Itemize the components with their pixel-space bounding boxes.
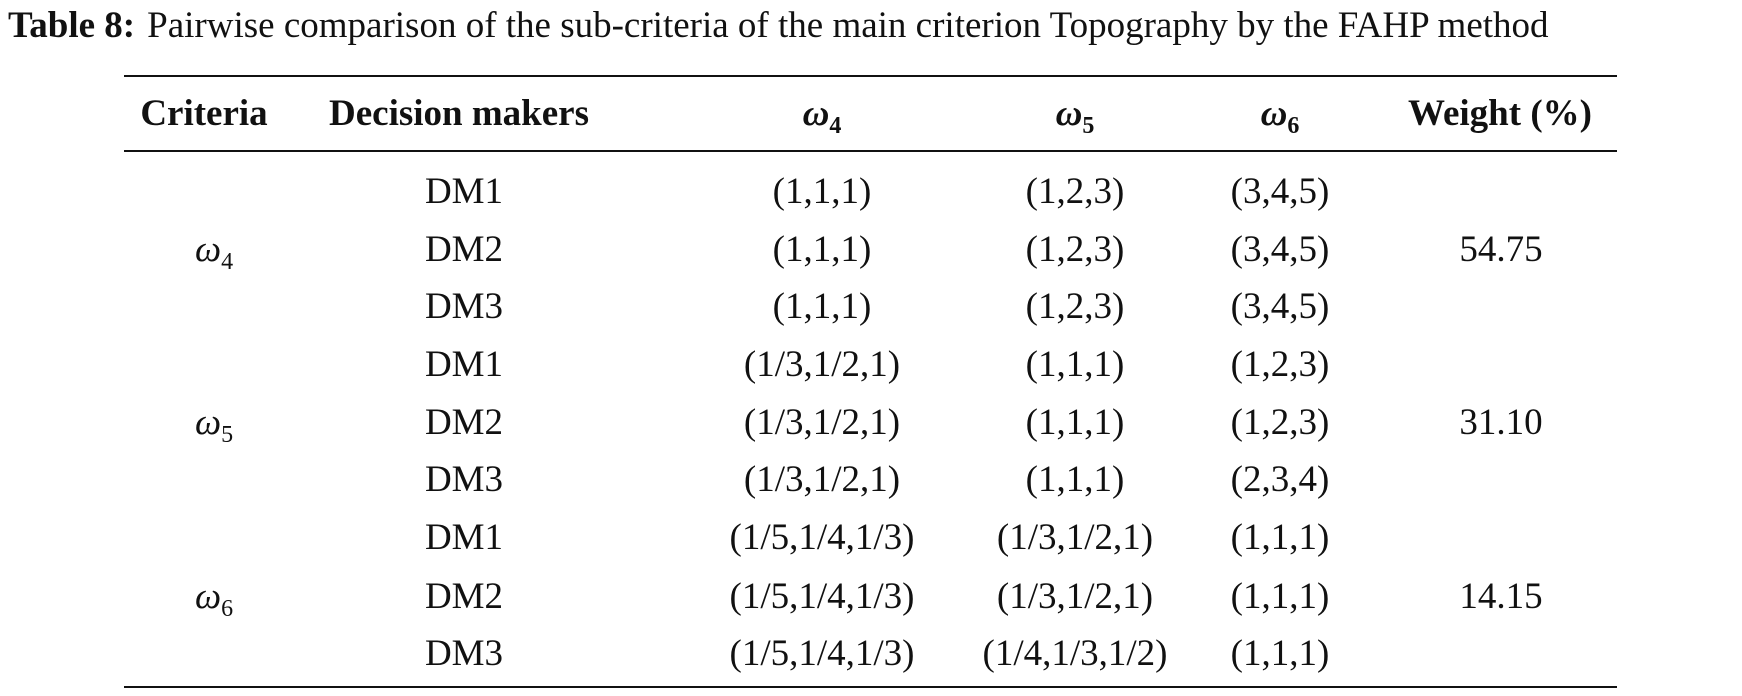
weight-w4: 54.75 xyxy=(1459,229,1543,270)
header-w5-symbol: ω xyxy=(1055,93,1083,134)
header-w4: ω4 xyxy=(803,92,842,140)
criterion-w4: ω4 xyxy=(195,228,233,276)
cell-w5: (1/4,1/3,1/2) xyxy=(982,633,1168,674)
header-decision-makers: Decision makers xyxy=(329,93,589,134)
cell-w5: (1,2,3) xyxy=(1025,171,1125,212)
table-caption-text: Pairwise comparison of the sub-criteria … xyxy=(147,5,1549,46)
header-criteria: Criteria xyxy=(140,93,268,134)
cell-w5: (1/3,1/2,1) xyxy=(996,576,1154,617)
criterion-w6: ω6 xyxy=(195,575,233,623)
header-w6: ω6 xyxy=(1261,92,1300,140)
cell-w5: (1,2,3) xyxy=(1025,229,1125,270)
row-dm: DM2 xyxy=(424,229,504,270)
cell-w6: (1,1,1) xyxy=(1230,576,1330,617)
cell-w4: (1,1,1) xyxy=(772,229,872,270)
cell-w6: (1,1,1) xyxy=(1230,633,1330,674)
criterion-w6-sub: 6 xyxy=(221,596,234,622)
cell-w4: (1,1,1) xyxy=(772,286,872,327)
cell-w6: (3,4,5) xyxy=(1230,229,1330,270)
row-dm: DM3 xyxy=(424,633,504,674)
table-bottom-rule xyxy=(124,686,1617,688)
cell-w6: (1,1,1) xyxy=(1230,517,1330,558)
cell-w5: (1,1,1) xyxy=(1025,344,1125,385)
cell-w4: (1/5,1/4,1/3) xyxy=(729,633,915,674)
cell-w6: (2,3,4) xyxy=(1230,459,1330,500)
cell-w6: (1,2,3) xyxy=(1230,402,1330,443)
cell-w4: (1/5,1/4,1/3) xyxy=(729,576,915,617)
cell-w5: (1/3,1/2,1) xyxy=(996,517,1154,558)
header-w5: ω5 xyxy=(1056,92,1095,140)
header-w6-symbol: ω xyxy=(1260,93,1288,134)
criterion-w4-sub: 4 xyxy=(221,249,234,275)
row-dm: DM1 xyxy=(424,517,504,558)
header-w5-sub: 5 xyxy=(1082,113,1095,139)
cell-w5: (1,1,1) xyxy=(1025,459,1125,500)
row-dm: DM2 xyxy=(424,402,504,443)
cell-w6: (3,4,5) xyxy=(1230,286,1330,327)
cell-w5: (1,1,1) xyxy=(1025,402,1125,443)
cell-w4: (1/5,1/4,1/3) xyxy=(729,517,915,558)
table-header-rule xyxy=(124,150,1617,152)
table-caption: Table 8: Pairwise comparison of the sub-c… xyxy=(8,4,1549,48)
table-top-rule xyxy=(124,75,1617,77)
header-w6-sub: 6 xyxy=(1287,113,1300,139)
criterion-w5: ω5 xyxy=(195,401,233,449)
cell-w5: (1,2,3) xyxy=(1025,286,1125,327)
cell-w6: (1,2,3) xyxy=(1230,344,1330,385)
row-dm: DM3 xyxy=(424,459,504,500)
weight-w5: 31.10 xyxy=(1459,402,1543,443)
header-w4-symbol: ω xyxy=(802,93,830,134)
cell-w4: (1/3,1/2,1) xyxy=(743,344,901,385)
cell-w6: (3,4,5) xyxy=(1230,171,1330,212)
table-caption-label: Table 8: xyxy=(8,5,136,46)
cell-w4: (1/3,1/2,1) xyxy=(743,402,901,443)
row-dm: DM1 xyxy=(424,171,504,212)
cell-w4: (1/3,1/2,1) xyxy=(743,459,901,500)
row-dm: DM3 xyxy=(424,286,504,327)
header-weight: Weight (%) xyxy=(1408,93,1592,134)
criterion-w5-sub: 5 xyxy=(221,422,234,448)
criterion-w4-symbol: ω xyxy=(194,229,222,270)
weight-w6: 14.15 xyxy=(1459,576,1543,617)
cell-w4: (1,1,1) xyxy=(772,171,872,212)
row-dm: DM1 xyxy=(424,344,504,385)
criterion-w5-symbol: ω xyxy=(194,402,222,443)
header-w4-sub: 4 xyxy=(829,113,842,139)
criterion-w6-symbol: ω xyxy=(194,576,222,617)
row-dm: DM2 xyxy=(424,576,504,617)
